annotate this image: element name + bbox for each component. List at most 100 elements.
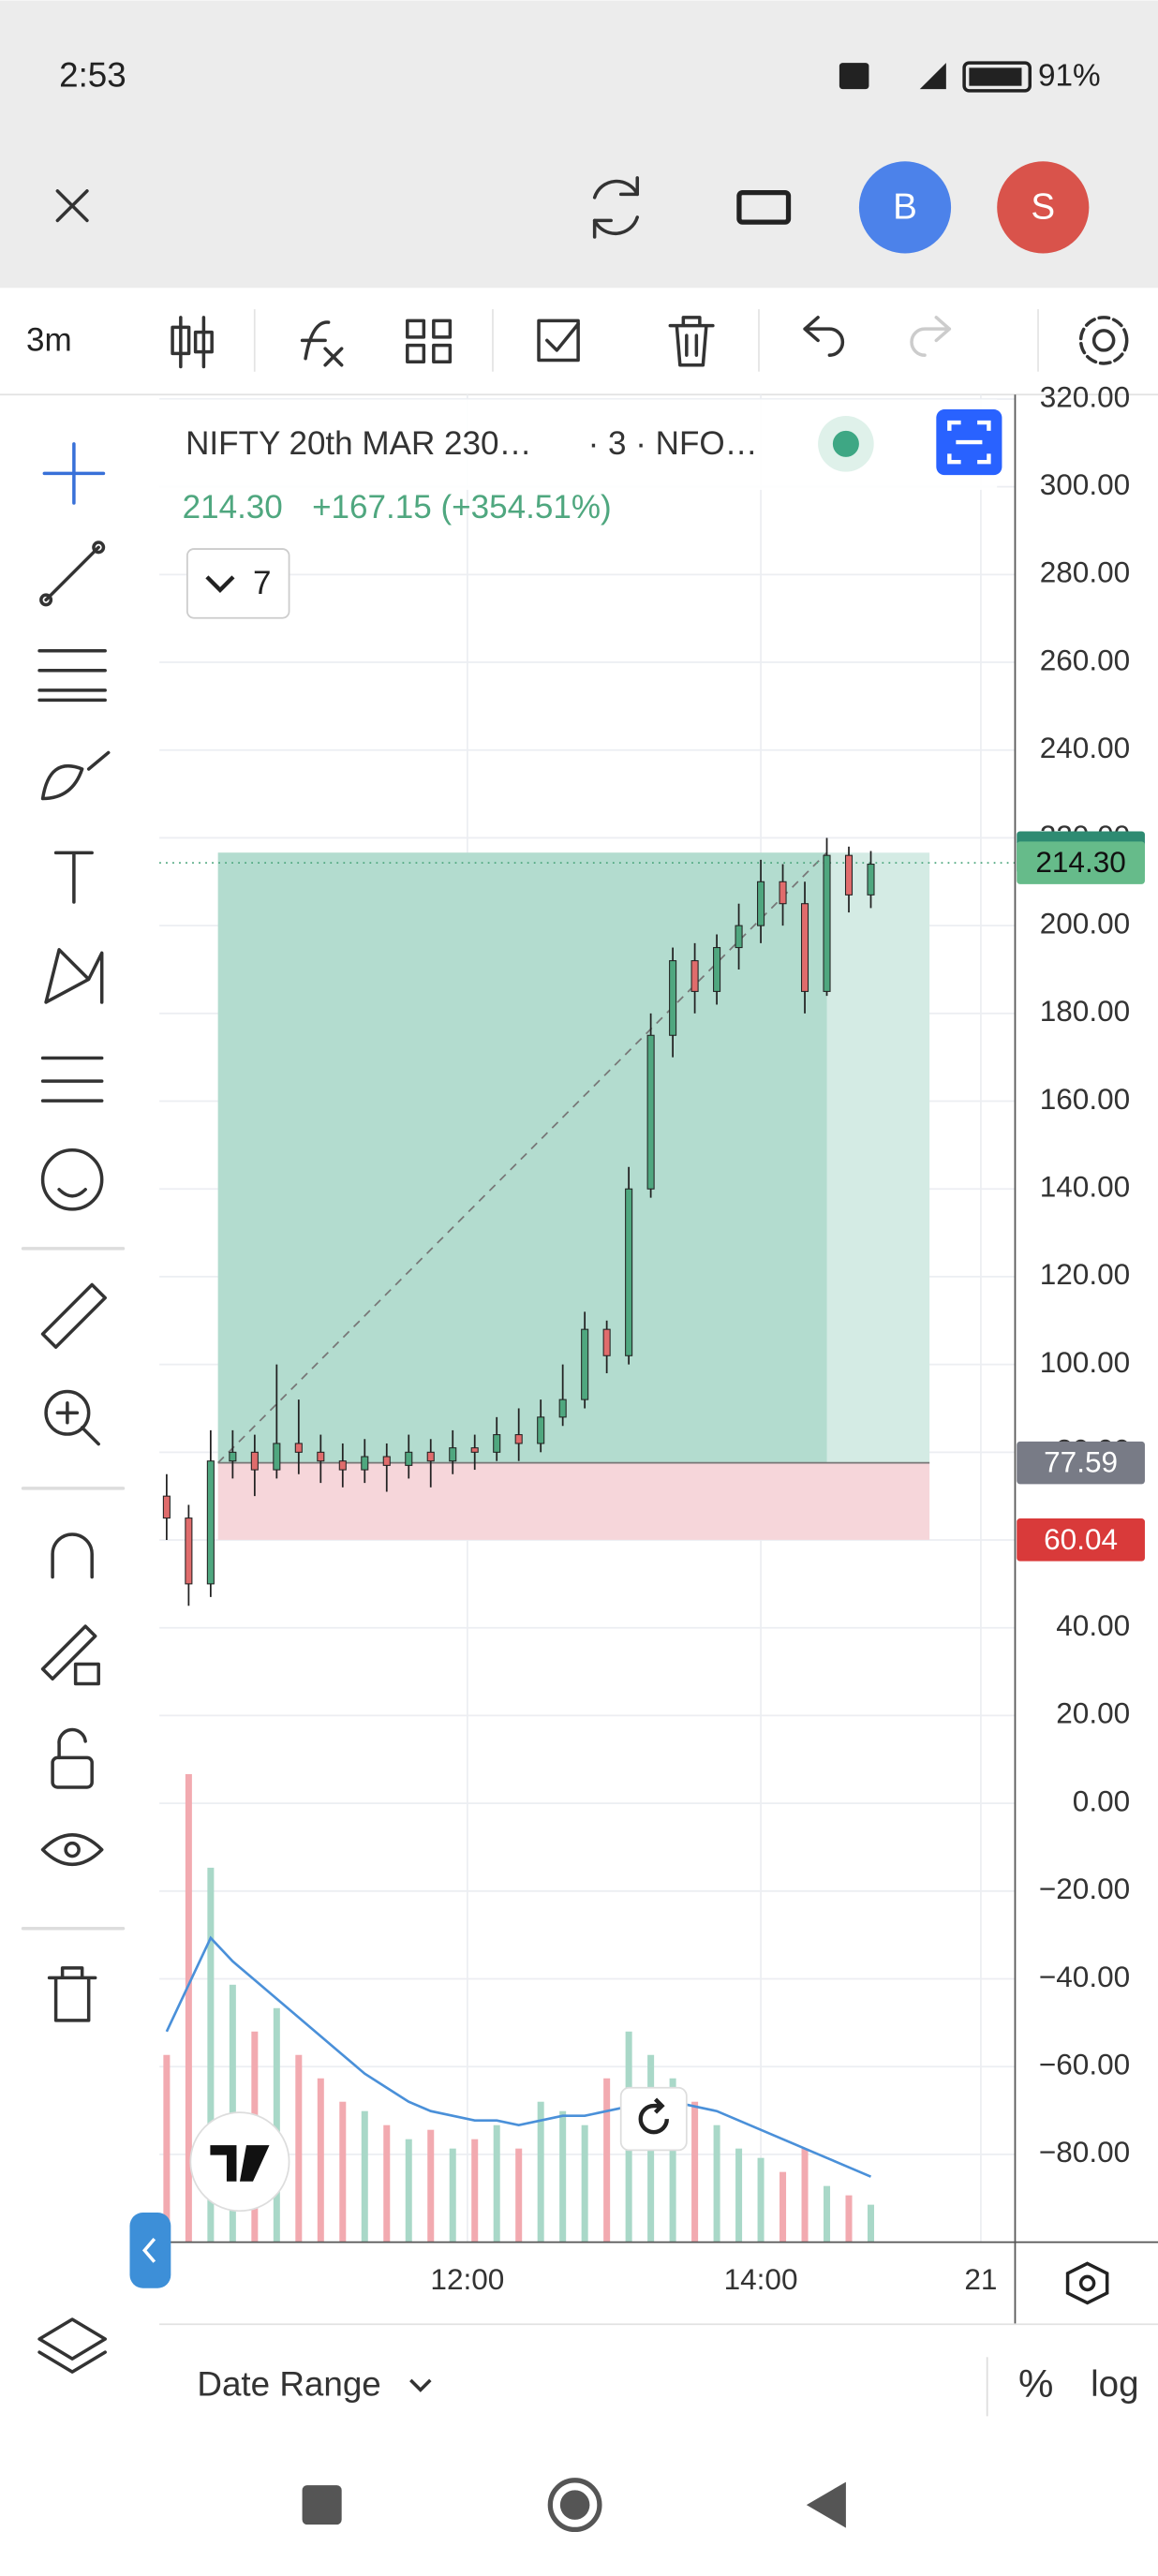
- candle-body: [669, 960, 677, 1036]
- settings-button[interactable]: [1065, 2261, 1109, 2305]
- logo-mark: [210, 2145, 270, 2182]
- y-tick-label: −20.00: [1039, 1872, 1130, 1905]
- volume-bar: [845, 2195, 853, 2243]
- candle-body: [185, 1517, 193, 1585]
- volume-bar: [207, 1867, 215, 2243]
- x-tick-label: 21: [964, 2262, 997, 2296]
- volume-bar: [405, 2139, 412, 2243]
- candle-body: [735, 925, 743, 949]
- y-tick-label: −60.00: [1039, 2048, 1130, 2081]
- y-tick-label: 280.00: [1040, 555, 1131, 589]
- price-badge: [1017, 1518, 1145, 1562]
- y-tick-label: 120.00: [1040, 1257, 1131, 1291]
- candle-body: [801, 903, 809, 992]
- candle-body: [646, 1034, 655, 1190]
- reset-button[interactable]: [619, 2086, 688, 2152]
- symbol-title: NIFTY 20th MAR 230…: [186, 425, 531, 462]
- close-button[interactable]: [55, 189, 89, 223]
- volume-bar: [339, 2101, 347, 2243]
- volume-bar: [537, 2101, 544, 2243]
- axes: 320.00300.00280.00260.00240.00220.00200.…: [430, 379, 1145, 2296]
- chevron: [205, 575, 235, 593]
- percent-button[interactable]: %: [1018, 2361, 1053, 2406]
- battery-level: 91%: [1038, 59, 1101, 94]
- nav-back[interactable]: [806, 2481, 846, 2528]
- volume-bar: [824, 2185, 831, 2243]
- candle-body: [757, 881, 765, 926]
- price-badge: [1017, 1441, 1145, 1485]
- trade-path: [217, 851, 828, 1464]
- volume-bar: [867, 2204, 875, 2243]
- date-range-button[interactable]: Date Range: [197, 2365, 380, 2404]
- candle-body: [602, 1328, 611, 1356]
- candle-body: [867, 864, 875, 896]
- header-bg: [0, 0, 1158, 289]
- y-tick-label: 40.00: [1056, 1608, 1130, 1642]
- price-badge-label: 77.59: [1044, 1445, 1118, 1479]
- candle-body: [823, 854, 831, 992]
- candle-body: [449, 1447, 457, 1462]
- indicator-toggle[interactable]: [186, 548, 290, 619]
- y-tick-label: 200.00: [1040, 906, 1131, 940]
- refresh-button[interactable]: [592, 176, 639, 239]
- avatar-b[interactable]: [858, 161, 952, 254]
- candle-body: [713, 947, 721, 992]
- avatar-s[interactable]: [997, 161, 1090, 254]
- settings-dot: [1078, 2274, 1096, 2292]
- volume-bar: [185, 1773, 192, 2243]
- avatar-label: S: [1031, 186, 1055, 227]
- y-tick-label: 20.00: [1056, 1696, 1130, 1730]
- fullscreen-icon: [947, 420, 991, 465]
- volume-bar: [779, 2171, 787, 2243]
- y-tick-label: 140.00: [1040, 1170, 1131, 1204]
- x-tick-label: 12:00: [430, 2262, 504, 2296]
- log-button[interactable]: log: [1091, 2364, 1138, 2405]
- status-icons: [839, 61, 1032, 93]
- plot: [159, 394, 1016, 2243]
- interval-button[interactable]: 3m: [26, 321, 72, 358]
- candle-body: [844, 854, 854, 896]
- volume-bar: [757, 2157, 765, 2243]
- volume-bar: [163, 2054, 171, 2243]
- toolbar-separators: [253, 309, 1039, 372]
- candle-body: [250, 1451, 259, 1471]
- candle-body: [382, 1456, 391, 1466]
- volume-bar: [691, 2101, 699, 2243]
- candle-body: [558, 1399, 567, 1418]
- window-button[interactable]: [736, 189, 792, 225]
- nav-recents[interactable]: [302, 2485, 342, 2525]
- nav-home-dot: [559, 2490, 590, 2520]
- price-badge-label: 214.30: [1035, 845, 1126, 879]
- candle-body: [779, 881, 787, 905]
- volume-bar: [515, 2148, 523, 2243]
- avatar-label: B: [893, 186, 917, 227]
- market-dot: [832, 430, 859, 457]
- volume-bar: [427, 2129, 435, 2243]
- price-change: +167.15 (+354.51%): [312, 489, 612, 526]
- y-tick-label: 100.00: [1040, 1345, 1131, 1379]
- volume-bar: [273, 2007, 280, 2243]
- volume-bar: [735, 2148, 743, 2243]
- collapse-tab[interactable]: [129, 2213, 171, 2288]
- y-tick-label: 260.00: [1040, 643, 1131, 676]
- candle-body: [537, 1416, 545, 1444]
- nav-home[interactable]: [547, 2478, 602, 2533]
- candle-body: [206, 1460, 215, 1585]
- candle-body: [405, 1451, 413, 1466]
- symbol-suffix: · 3 · NFO…: [588, 425, 758, 462]
- loss-zone: [217, 1462, 930, 1540]
- x-tick-label: 14:00: [724, 2262, 798, 2296]
- toolbar-icons: [171, 316, 1129, 369]
- volume-bar: [669, 2078, 676, 2243]
- y-tick-label: 300.00: [1040, 467, 1131, 501]
- y-tick-label: −40.00: [1039, 1960, 1130, 1993]
- candle-body: [229, 1451, 237, 1462]
- logo: [189, 2111, 290, 2213]
- candle-body: [493, 1434, 501, 1453]
- indicator-count: 7: [253, 565, 272, 601]
- candle-body: [581, 1328, 589, 1400]
- volume-bar: [493, 2124, 500, 2243]
- candle-body: [361, 1456, 369, 1471]
